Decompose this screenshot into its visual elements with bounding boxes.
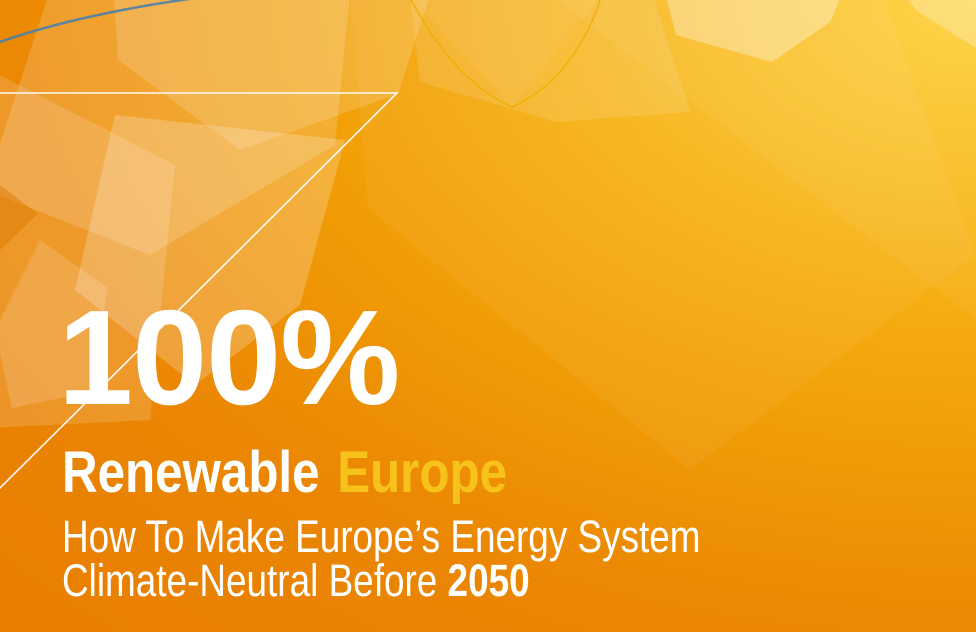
pentagon-shape bbox=[908, 0, 976, 48]
faint-backdrop-polygons bbox=[350, 0, 976, 470]
pentagon-shape bbox=[667, 0, 840, 62]
subtitle-year: 2050 bbox=[447, 555, 530, 606]
subtitle-line-1: How To Make Europe’s Energy System bbox=[62, 511, 701, 562]
blue-arc-line bbox=[0, 0, 191, 44]
title-word-renewable: Renewable bbox=[62, 440, 320, 505]
pentagon-shape bbox=[558, 0, 976, 320]
pentagon-outline-white bbox=[0, 92, 399, 490]
title-word-europe: Europe bbox=[337, 440, 508, 505]
dark-wedge bbox=[0, 185, 38, 250]
pale-pentagons-top-right bbox=[410, 0, 976, 122]
pentagon-shape bbox=[410, 0, 690, 122]
report-title: Renewable Europe bbox=[62, 444, 507, 502]
pentagon-shape bbox=[350, 0, 975, 470]
pentagon-cluster-top-left bbox=[0, 0, 429, 428]
pentagon-shape bbox=[114, 0, 429, 150]
pentagon-shape bbox=[75, 115, 345, 385]
pentagon-shape bbox=[413, 0, 598, 107]
subtitle-line-2: Climate-Neutral Before 2050 bbox=[62, 558, 701, 603]
headline-percentage: 100% bbox=[58, 282, 400, 433]
subtitle-line-2-text: Climate-Neutral Before bbox=[62, 555, 448, 606]
pentagon-shape bbox=[0, 240, 108, 408]
pentagon-shape bbox=[0, 0, 350, 255]
report-subtitle: How To Make Europe’s Energy System Clima… bbox=[62, 511, 701, 603]
pentagon-shape bbox=[0, 75, 175, 428]
gold-v-line bbox=[410, 0, 601, 108]
